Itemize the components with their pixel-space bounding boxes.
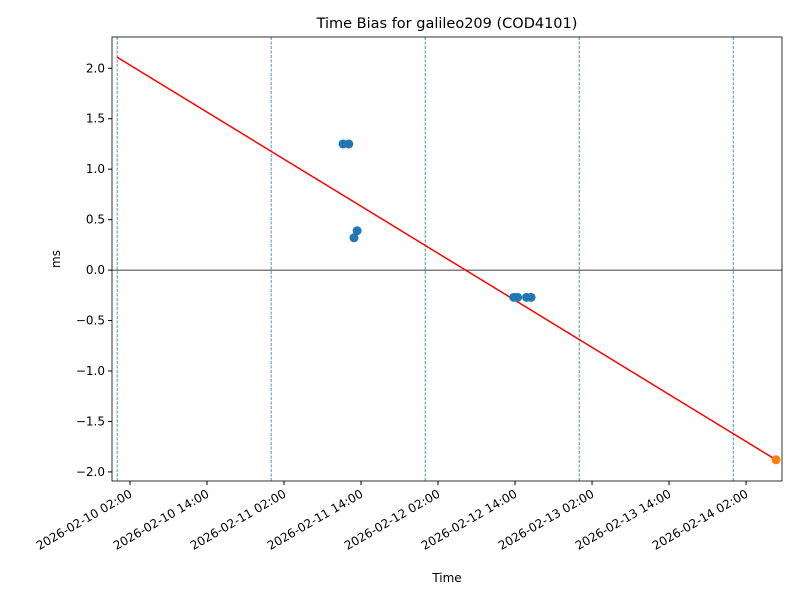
- data-point: [344, 139, 354, 149]
- y-tick-label: −1.5: [76, 414, 105, 428]
- data-point: [352, 226, 362, 236]
- trend-line: [116, 56, 777, 461]
- y-tick-label: 0.0: [86, 263, 105, 277]
- data-point: [771, 455, 781, 465]
- y-tick-label: −2.0: [76, 465, 105, 479]
- y-tick-label: −0.5: [76, 314, 105, 328]
- data-point: [349, 233, 359, 243]
- chart-title: Time Bias for galileo209 (COD4101): [316, 16, 578, 32]
- y-tick-label: 2.0: [86, 61, 105, 75]
- y-tick-label: −1.0: [76, 364, 105, 378]
- y-tick-label: 1.0: [86, 162, 105, 176]
- plot-frame: [111, 36, 783, 482]
- y-tick-label: 1.5: [86, 112, 105, 126]
- y-tick-label: 0.5: [86, 213, 105, 227]
- x-axis-label: Time: [431, 571, 461, 585]
- data-point: [526, 292, 536, 302]
- data-point: [513, 292, 523, 302]
- y-axis-label: ms: [49, 250, 63, 268]
